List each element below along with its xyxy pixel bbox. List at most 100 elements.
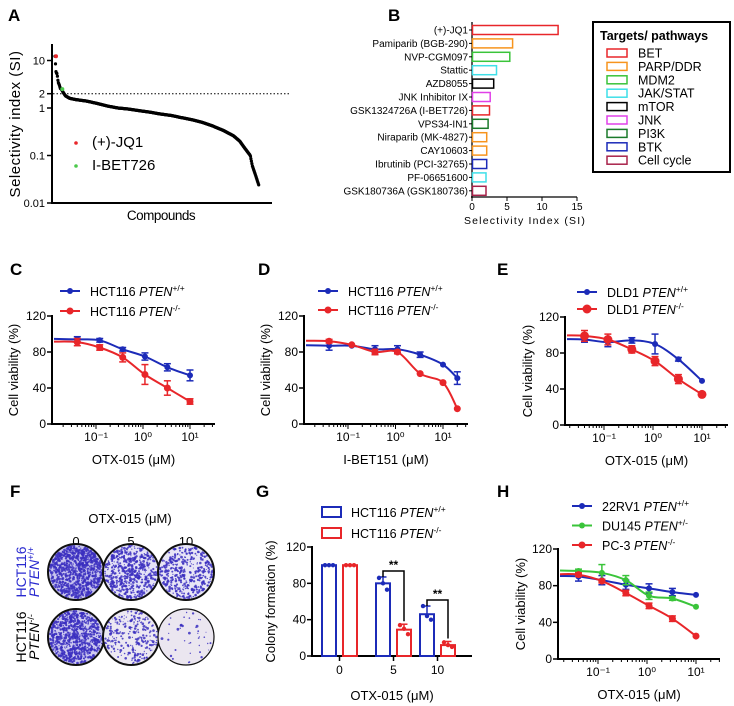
colony — [135, 643, 137, 646]
colony — [118, 577, 122, 580]
panel-label-C: C — [10, 260, 22, 279]
colony — [83, 587, 86, 590]
colony — [72, 626, 75, 629]
colony — [104, 570, 106, 573]
colony — [188, 661, 191, 663]
colony — [73, 617, 76, 619]
colony — [81, 559, 83, 561]
colony — [60, 645, 62, 647]
panel-label-F: F — [10, 482, 20, 501]
legend-swatch — [606, 61, 628, 72]
colony — [152, 641, 155, 644]
colony — [62, 618, 64, 621]
colony — [69, 648, 72, 651]
colony — [58, 576, 60, 578]
bar — [471, 145, 488, 156]
colony — [145, 634, 148, 637]
bar-label: NVP-CGM097 — [404, 52, 468, 63]
colony — [62, 631, 65, 633]
colony — [66, 644, 68, 647]
colony — [81, 562, 83, 565]
bar-label: Stattic — [440, 66, 468, 77]
y-tick-label: 0 — [39, 417, 46, 431]
colony — [63, 627, 66, 631]
colony — [87, 567, 90, 570]
colony — [71, 551, 75, 554]
colony — [198, 636, 200, 638]
colony — [90, 625, 94, 628]
colony — [118, 556, 121, 559]
colony — [170, 581, 173, 584]
x-axis-label: OTX-015 (μM) — [597, 687, 680, 702]
highlight-point — [54, 54, 58, 59]
y-tick-label: 120 — [532, 542, 552, 556]
colony — [65, 659, 68, 662]
colony — [81, 576, 83, 578]
colony — [59, 635, 61, 638]
colony — [114, 619, 116, 621]
replicate-point — [343, 562, 349, 568]
colony — [63, 626, 66, 628]
colony — [209, 580, 211, 582]
colony — [188, 584, 190, 587]
colony — [57, 653, 59, 655]
colony — [68, 552, 70, 554]
colony — [169, 559, 171, 561]
colony — [156, 639, 158, 642]
colony — [72, 570, 75, 574]
replicate-point — [330, 562, 336, 568]
genotype-superscript: +/+ — [677, 498, 689, 508]
colony — [124, 575, 127, 578]
legend-label: HCT116 PTEN-/- — [351, 525, 442, 541]
colony — [81, 655, 83, 657]
x-tick-label: 5 — [504, 202, 510, 213]
colony — [50, 580, 53, 582]
colony — [143, 590, 145, 592]
colony — [81, 617, 83, 620]
genotype-superscript: +/+ — [172, 283, 184, 293]
colony — [85, 649, 88, 652]
colony — [97, 568, 99, 570]
x-axis-label: Compounds — [127, 208, 196, 223]
colony — [148, 621, 151, 624]
column-label: 5 — [127, 534, 134, 549]
colony — [76, 615, 79, 618]
colony — [138, 586, 140, 588]
colony — [91, 638, 95, 642]
legend-marker — [324, 306, 332, 314]
colony-dish — [47, 608, 105, 666]
colony — [99, 577, 101, 579]
colony — [129, 587, 132, 590]
colony — [141, 653, 145, 656]
colony — [87, 573, 90, 575]
colony — [77, 570, 78, 572]
colony — [73, 585, 76, 587]
colony — [113, 565, 117, 569]
colony — [77, 558, 80, 561]
colony — [79, 661, 83, 664]
colony — [67, 652, 70, 655]
colony — [135, 552, 137, 555]
colony — [123, 546, 126, 550]
colony — [130, 583, 132, 585]
compound-point — [249, 159, 253, 163]
colony — [117, 569, 120, 572]
colony — [182, 562, 185, 565]
colony — [154, 571, 157, 574]
colony — [110, 573, 112, 574]
colony — [116, 589, 118, 591]
colony — [130, 610, 133, 613]
colony — [113, 585, 116, 588]
colony — [83, 620, 86, 622]
colony — [83, 556, 85, 559]
colony — [116, 582, 118, 585]
colony — [63, 617, 66, 620]
colony — [88, 557, 90, 559]
colony — [69, 561, 73, 565]
colony — [185, 561, 189, 564]
colony — [49, 639, 52, 641]
colony — [122, 596, 124, 598]
colony — [110, 578, 113, 581]
colony — [91, 647, 94, 650]
colony — [67, 643, 70, 646]
